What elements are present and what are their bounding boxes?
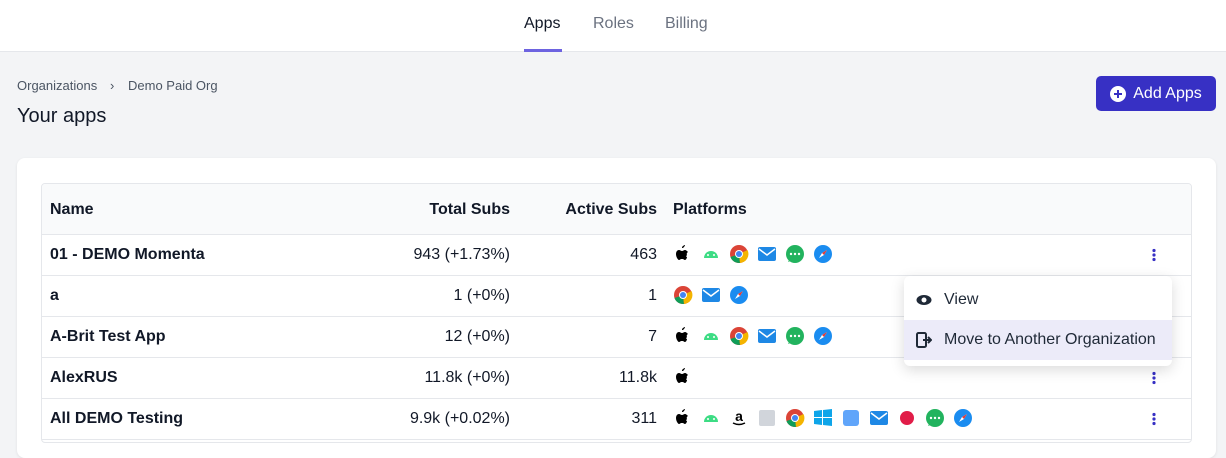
row-actions[interactable]: [1151, 248, 1157, 262]
menu-label: Move to Another Organization: [944, 331, 1156, 348]
table-row[interactable]: All DEMO Testing 9.9k (+0.02%) 311 a: [42, 399, 1191, 440]
platform-icon: [730, 327, 749, 346]
move-icon: [916, 332, 932, 348]
menu-item[interactable]: Move to Another Organization: [904, 320, 1172, 360]
platform-icon: [704, 415, 718, 422]
table-row[interactable]: a 1 (+0%) 1: [42, 276, 1191, 317]
platform-icon: [702, 288, 720, 302]
platform-icon: [814, 245, 832, 263]
active-subs: 7: [648, 328, 657, 345]
app-name: All DEMO Testing: [50, 410, 184, 427]
row-menu: View Move to Another Organization: [904, 276, 1172, 366]
table-row[interactable]: AlexRUS 11.8k (+0%) 11.8k: [42, 358, 1191, 399]
platform-icon: [843, 410, 859, 426]
total-subs: 12 (+0%): [444, 328, 510, 345]
row-actions[interactable]: [1151, 412, 1157, 426]
column-header: Platforms: [673, 201, 747, 218]
table-header: Name Total Subs Active Subs Platforms: [42, 184, 1191, 235]
svg-text:a: a: [735, 408, 743, 424]
platform-icon: [674, 286, 693, 305]
app-name: 01 - DEMO Momenta: [50, 246, 205, 263]
eye-icon: [916, 295, 932, 305]
platform-icon: [676, 245, 688, 260]
active-subs: 463: [630, 246, 657, 263]
add-apps-button[interactable]: Add Apps: [1096, 76, 1216, 111]
total-subs: 11.8k (+0%): [424, 369, 510, 386]
tab-indicator: [524, 49, 562, 52]
breadcrumb-link[interactable]: Organizations: [17, 78, 98, 93]
platform-icon: [730, 245, 749, 264]
platform-icon: a: [732, 408, 746, 426]
column-header: Active Subs: [565, 201, 657, 218]
platform-icon: [786, 327, 804, 345]
platform-icon: [758, 247, 776, 261]
platform-icon: [900, 411, 914, 425]
column-header: Total Subs: [429, 201, 510, 218]
table-row[interactable]: A-Brit Test App 12 (+0%) 7: [42, 317, 1191, 358]
menu-item[interactable]: View: [904, 280, 1172, 320]
platform-icon: [758, 329, 776, 343]
column-header: Name: [50, 201, 94, 218]
button-label: Add Apps: [1133, 84, 1202, 102]
plus-icon: [1110, 85, 1127, 102]
breadcrumb-separator: ›: [110, 78, 115, 93]
tab[interactable]: Roles: [593, 15, 634, 32]
total-subs: 9.9k (+0.02%): [409, 410, 510, 427]
breadcrumb-current: Demo Paid Org: [128, 78, 218, 93]
total-subs: 943 (+1.73%): [413, 246, 510, 263]
platform-icon: [814, 327, 832, 345]
platform-icon: [870, 411, 888, 425]
platform-icon: [704, 333, 718, 340]
active-subs: 1: [648, 287, 657, 304]
app-name: AlexRUS: [50, 369, 118, 386]
menu-label: View: [944, 291, 979, 308]
platform-icon: [926, 409, 944, 427]
row-actions[interactable]: [1151, 371, 1157, 385]
table-row[interactable]: 01 - DEMO Momenta 943 (+1.73%) 463: [42, 235, 1191, 276]
platform-icon: [704, 251, 718, 258]
platform-icon: [786, 245, 804, 263]
active-subs: 311: [631, 410, 657, 427]
app-name: a: [50, 287, 59, 304]
platform-icon: [676, 368, 688, 383]
tab[interactable]: Billing: [665, 15, 708, 32]
platform-icon: [814, 409, 832, 426]
page-title: Your apps: [17, 105, 107, 127]
platform-icon: [676, 409, 688, 424]
total-subs: 1 (+0%): [453, 287, 510, 304]
app-name: A-Brit Test App: [50, 328, 166, 345]
platform-icon: [786, 409, 805, 428]
platform-icon: [676, 327, 688, 342]
platform-icon: [730, 286, 748, 304]
platform-icon: [759, 410, 775, 426]
active-subs: 11.8k: [619, 369, 657, 386]
top-nav: [0, 0, 1226, 52]
tab[interactable]: Apps: [524, 15, 561, 32]
platform-icon: [954, 409, 972, 427]
